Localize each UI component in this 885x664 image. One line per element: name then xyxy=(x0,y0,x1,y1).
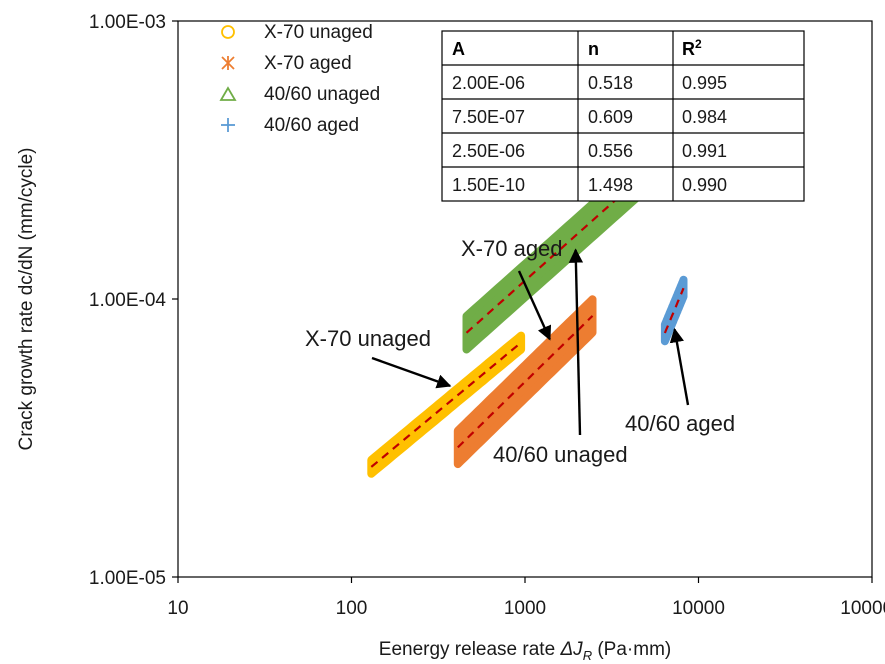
annotations: X-70 unaged X-70 aged 40/60 unaged 40/60 ag… xyxy=(305,236,735,467)
legend-marker-asterisk xyxy=(221,56,235,70)
y-tick-label: 1.00E-03 xyxy=(89,12,166,33)
y-tick-label: 1.00E-05 xyxy=(89,568,166,589)
table-cell: 0.984 xyxy=(682,107,727,127)
legend-label-3: 40/60 unaged xyxy=(264,84,380,105)
x-axis-title-symbol: ΔJ xyxy=(559,639,583,660)
annotation-arrow xyxy=(517,270,552,341)
legend-marker-plus xyxy=(221,118,235,132)
data-band xyxy=(367,331,526,478)
table-header-n: n xyxy=(588,39,599,59)
table-cell: 0.609 xyxy=(588,107,633,127)
x-axis-title-subscript: R xyxy=(583,648,592,663)
axis-ticks: 10 100 1000 10000 100000 1.00E-05 1.00E-04 1.00… xyxy=(89,12,885,619)
legend-label-4: 40/60 aged xyxy=(264,115,359,136)
fit-line xyxy=(370,341,522,468)
table-cell: 2.50E-06 xyxy=(452,141,525,161)
table-border xyxy=(441,30,805,202)
legend-marker-triangle xyxy=(219,86,237,101)
table-header-r: R xyxy=(682,39,695,59)
table-cell: 0.556 xyxy=(588,141,633,161)
annotation-label: X-70 unaged xyxy=(305,326,431,351)
legend-marker-circle xyxy=(221,25,235,39)
x-axis-title: Eenergy release rate ΔJR (Pa·mm) xyxy=(379,639,671,663)
table-cell: 0.995 xyxy=(682,73,727,93)
data-band xyxy=(453,295,597,469)
annotation-arrow xyxy=(669,327,690,406)
annotation-label: X-70 aged xyxy=(461,236,563,261)
legend: X-70 unaged X-70 aged 40/60 unaged 40/60… xyxy=(219,22,380,136)
annotation-label: 40/60 unaged xyxy=(493,442,628,467)
table-cell: 0.990 xyxy=(682,175,727,195)
annotation-arrow xyxy=(371,356,452,389)
table-cell: 0.991 xyxy=(682,141,727,161)
table-cell: 0.518 xyxy=(588,73,633,93)
x-axis-title-unit: (Pa·mm) xyxy=(592,639,671,660)
table-cell: 1.498 xyxy=(588,175,633,195)
x-axis-title-main: Eenergy release rate xyxy=(379,639,561,660)
table-cell: 7.50E-07 xyxy=(452,107,525,127)
annotation-label: 40/60 aged xyxy=(625,411,735,436)
table-header-r2: R2 xyxy=(682,37,702,59)
y-tick-label: 1.00E-04 xyxy=(89,290,167,311)
table-cell: 2.00E-06 xyxy=(452,73,525,93)
x-tick-label: 1000 xyxy=(504,598,546,619)
y-axis-title: Crack growth rate dc/dN (mm/cycle) xyxy=(16,147,37,450)
fit-lines xyxy=(370,167,685,468)
table-cell: 1.50E-10 xyxy=(452,175,525,195)
fit-line xyxy=(457,315,594,449)
x-tick-label: 100000 xyxy=(840,598,885,619)
legend-label-1: X-70 unaged xyxy=(264,22,373,43)
x-tick-label: 100 xyxy=(336,598,368,619)
table-header-a: A xyxy=(452,39,465,59)
annotation-arrow xyxy=(568,248,584,436)
fit-parameter-table: A n R2 2.00E-06 0.518 0.995 7.50E-07 0.6… xyxy=(441,30,805,202)
x-tick-label: 10000 xyxy=(672,598,725,619)
data-band xyxy=(660,275,688,346)
x-tick-label: 10 xyxy=(167,598,188,619)
table-header-r-superscript: 2 xyxy=(695,37,702,51)
legend-label-2: X-70 aged xyxy=(264,53,352,74)
